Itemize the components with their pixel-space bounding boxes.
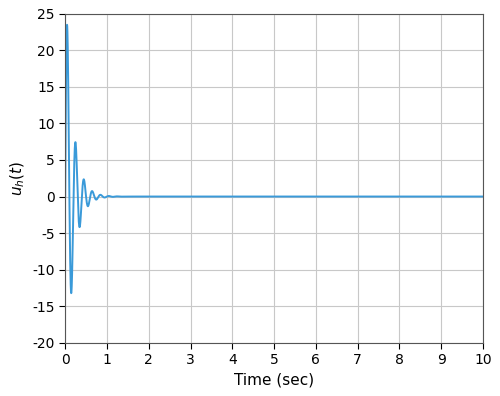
Y-axis label: $u_h(t)$: $u_h(t)$ [8, 160, 26, 196]
X-axis label: Time (sec): Time (sec) [234, 373, 314, 388]
